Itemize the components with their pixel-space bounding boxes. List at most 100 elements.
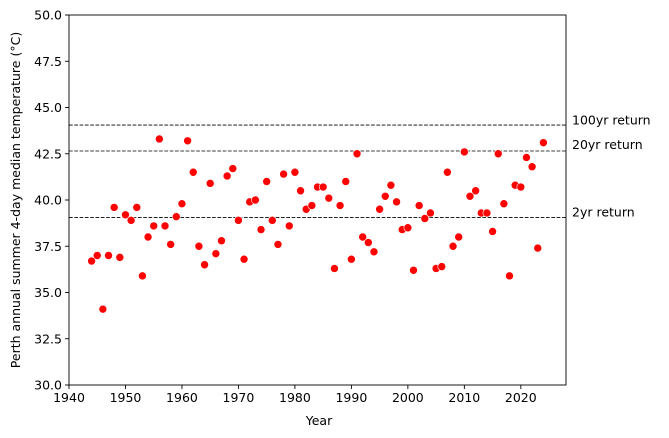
data-point — [268, 216, 277, 225]
data-point — [392, 197, 401, 207]
x-axis-label: Year — [305, 413, 333, 428]
x-tick-label: 1950 — [110, 390, 142, 405]
y-axis-ticks: 30.0 32.5 35.0 37.5 40.0 42.5 45.0 47.5 50.0 — [34, 8, 69, 393]
data-point — [194, 241, 204, 251]
data-point — [499, 199, 509, 208]
data-points — [87, 134, 548, 314]
data-point — [375, 204, 384, 214]
data-point — [279, 169, 288, 179]
data-point — [296, 186, 305, 196]
data-point — [177, 199, 187, 208]
data-point — [454, 232, 463, 242]
data-point — [324, 193, 334, 203]
y-tick-label: 32.5 — [34, 331, 62, 346]
data-point — [87, 256, 96, 266]
data-point — [172, 212, 181, 221]
x-tick-label: 1960 — [166, 390, 198, 405]
data-point — [188, 167, 198, 177]
data-point — [166, 240, 175, 249]
data-point — [533, 243, 543, 253]
x-tick-label: 1990 — [335, 390, 367, 405]
y-tick-label: 30.0 — [34, 378, 62, 393]
data-point — [234, 216, 243, 225]
data-point — [482, 208, 492, 218]
x-tick-label: 1940 — [53, 390, 85, 405]
data-point — [426, 208, 435, 218]
y-tick-label: 37.5 — [34, 239, 62, 254]
data-point — [307, 201, 317, 210]
reference-line-label: 100yr return — [572, 113, 651, 128]
data-point — [505, 271, 514, 281]
data-point — [414, 201, 424, 210]
y-axis-label: Perth annual summer 4-day median tempera… — [8, 32, 23, 368]
data-point — [460, 147, 469, 157]
data-point — [364, 238, 373, 247]
data-point — [217, 236, 226, 245]
x-tick-label: 2010 — [448, 390, 480, 405]
data-point — [143, 232, 153, 242]
x-tick-label: 2000 — [392, 390, 424, 405]
data-point — [290, 167, 300, 177]
data-point — [516, 182, 526, 192]
data-point — [222, 171, 232, 181]
data-point — [138, 271, 147, 281]
data-point — [448, 241, 458, 251]
data-point — [347, 254, 356, 264]
data-point — [104, 251, 113, 260]
data-point — [522, 153, 531, 162]
data-point — [239, 254, 249, 264]
data-point — [273, 240, 283, 249]
data-point — [262, 177, 271, 186]
x-axis-ticks: 1940 1950 1960 1970 1980 1990 2000 2010 2020 — [53, 385, 537, 405]
data-point — [149, 221, 159, 231]
data-point — [420, 214, 430, 223]
data-point — [251, 195, 260, 205]
data-point — [200, 260, 209, 270]
data-point — [318, 182, 328, 192]
data-point — [493, 149, 503, 159]
data-point — [386, 180, 396, 190]
data-point — [488, 227, 497, 236]
data-point — [284, 221, 294, 231]
data-point — [465, 192, 475, 201]
data-point — [443, 167, 452, 177]
reference-line-labels: 100yr return 20yr return 2yr return — [572, 113, 651, 220]
reference-line-label: 20yr return — [572, 137, 643, 152]
y-tick-label: 47.5 — [34, 54, 62, 69]
x-tick-label: 2020 — [505, 390, 537, 405]
data-point — [155, 134, 164, 144]
data-point — [228, 164, 238, 173]
data-point — [205, 179, 215, 188]
data-point — [527, 162, 537, 171]
data-point — [403, 223, 413, 233]
data-point — [369, 247, 379, 257]
data-point — [183, 136, 192, 146]
data-point — [126, 216, 136, 225]
data-point — [437, 262, 447, 271]
data-point — [121, 210, 130, 220]
data-point — [211, 249, 221, 258]
plot-frame — [68, 14, 567, 386]
data-point — [358, 232, 367, 242]
data-point — [160, 221, 170, 231]
y-tick-label: 40.0 — [34, 193, 62, 208]
y-tick-label: 45.0 — [34, 100, 62, 115]
data-point — [380, 192, 390, 201]
reference-line-label: 2yr return — [572, 205, 635, 220]
data-point — [409, 265, 418, 275]
data-point — [471, 186, 480, 196]
x-tick-label: 1970 — [223, 390, 255, 405]
x-tick-label: 1980 — [279, 390, 311, 405]
reference-lines — [69, 124, 566, 218]
y-tick-label: 50.0 — [34, 8, 62, 23]
data-point — [330, 264, 339, 273]
y-tick-label: 35.0 — [34, 285, 62, 300]
data-point — [98, 304, 108, 314]
data-point — [341, 177, 351, 186]
y-tick-label: 42.5 — [34, 146, 62, 161]
data-point — [335, 201, 345, 210]
data-point — [132, 203, 142, 212]
data-point — [539, 138, 548, 147]
data-point — [109, 203, 119, 212]
